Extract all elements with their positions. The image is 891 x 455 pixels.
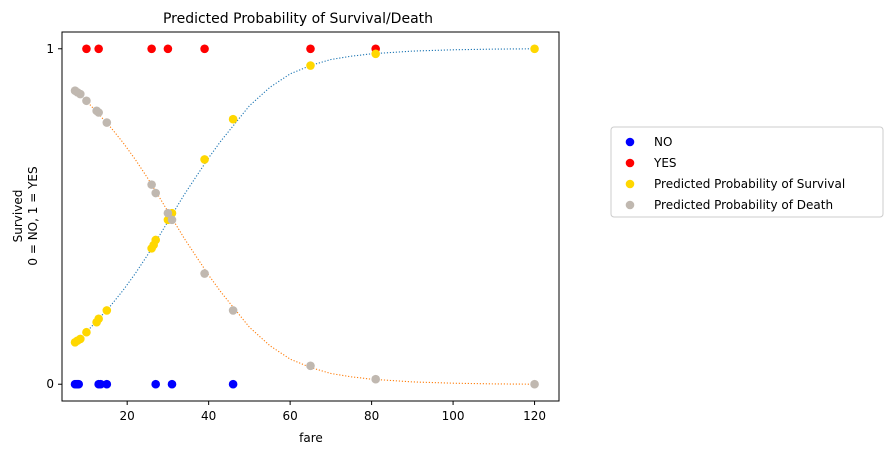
predicted-probability-of-survival-point <box>102 306 112 315</box>
y-axis: 01 <box>46 42 62 391</box>
x-axis: 20 40 60 80 100 120 <box>120 401 546 423</box>
predicted-probability-of-survival-point <box>151 235 160 245</box>
yes-point <box>200 44 209 54</box>
yes-point <box>147 44 156 54</box>
predicted-probability-of-death-point <box>76 89 85 99</box>
predicted-probability-of-survival-point <box>76 334 85 344</box>
plot-area <box>61 31 560 402</box>
predicted-probability-of-survival-point <box>228 114 238 124</box>
legend: NO YES Predicted Probability of Survival Pr… <box>610 126 884 218</box>
legend-marker-predicted-probability-of-survival <box>625 179 635 189</box>
predicted-probability-of-death-point <box>167 215 177 225</box>
predicted-probability-of-death-point <box>371 374 380 384</box>
predicted-probability-of-death-point <box>82 96 91 106</box>
x-tick-label: 120 <box>523 409 546 423</box>
y-axis-title-line-2: 0 = NO, 1 = YES <box>26 166 40 265</box>
y-axis-title-line-1: Survived <box>11 190 25 243</box>
no-point <box>102 379 112 389</box>
predicted-probability-of-death-point <box>200 269 209 278</box>
x-tick-label: 60 <box>282 409 297 423</box>
x-tick-label: 100 <box>442 409 465 423</box>
no-point <box>151 379 160 389</box>
predicted-probability-of-death-point <box>151 188 160 198</box>
legend-marker-yes <box>625 158 635 168</box>
predicted-probability-of-survival-point <box>94 314 103 324</box>
x-tick-label: 20 <box>120 409 135 423</box>
yes-point <box>306 44 315 54</box>
legend-label-predicted-probability-of-death: Predicted Probability of Death <box>654 198 833 212</box>
yes-point <box>163 44 173 54</box>
predicted-probability-of-death-point <box>102 118 112 127</box>
legend-label-predicted-probability-of-survival: Predicted Probability of Survival <box>654 177 845 191</box>
x-axis-title: fare <box>299 431 323 445</box>
curves-layer <box>73 48 535 385</box>
y-tick-label: 1 <box>46 42 54 56</box>
no-point <box>228 379 238 389</box>
plot-frame <box>61 31 560 402</box>
predicted-probability-of-death-point <box>228 306 238 315</box>
x-tick-label: 80 <box>364 409 379 423</box>
yes-point <box>82 44 91 54</box>
points-layer <box>70 44 539 389</box>
predicted-probability-of-survival-point <box>82 327 91 337</box>
predicted-probability-of-survival-point <box>306 61 315 70</box>
predicted-probability-of-death-point <box>163 208 173 218</box>
predicted-probability-of-death-point <box>94 108 103 117</box>
yes-point <box>94 44 103 54</box>
predicted-probability-of-death-point <box>530 379 539 389</box>
chart-title: Predicted Probability of Survival/Death <box>163 11 433 27</box>
predicted-probability-of-death-point <box>306 361 315 371</box>
probability-curve-2 <box>73 90 535 385</box>
legend-frame <box>610 126 884 218</box>
no-point <box>167 379 177 389</box>
legend-label-yes: YES <box>653 156 677 170</box>
predicted-probability-of-death-point <box>147 180 156 189</box>
no-point <box>74 379 84 389</box>
predicted-probability-of-survival-point <box>371 49 380 59</box>
predicted-probability-of-survival-point <box>530 44 539 54</box>
legend-label-no: NO <box>654 135 672 149</box>
x-tick-label: 40 <box>201 409 216 423</box>
y-tick-label: 0 <box>46 377 54 391</box>
legend-marker-predicted-probability-of-death <box>625 200 635 210</box>
predicted-probability-of-survival-point <box>200 155 209 164</box>
probability-curve-1 <box>73 48 535 343</box>
no-point <box>96 379 106 389</box>
legend-marker-no <box>625 137 635 147</box>
